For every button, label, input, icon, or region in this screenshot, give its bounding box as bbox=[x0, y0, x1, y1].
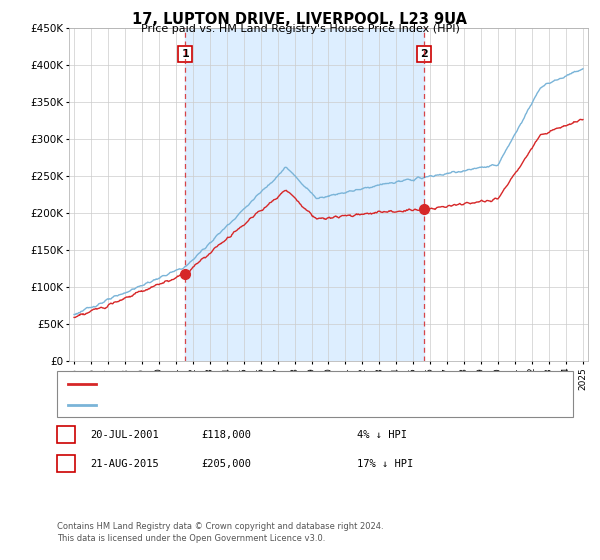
Text: 17, LUPTON DRIVE, LIVERPOOL, L23 9UA: 17, LUPTON DRIVE, LIVERPOOL, L23 9UA bbox=[133, 12, 467, 27]
Bar bbox=[185, 28, 424, 361]
Text: Price paid vs. HM Land Registry's House Price Index (HPI): Price paid vs. HM Land Registry's House … bbox=[140, 24, 460, 34]
Text: 17% ↓ HPI: 17% ↓ HPI bbox=[357, 459, 413, 469]
Text: 21-AUG-2015: 21-AUG-2015 bbox=[90, 459, 159, 469]
Text: £118,000: £118,000 bbox=[201, 430, 251, 440]
Text: 17, LUPTON DRIVE, LIVERPOOL, L23 9UA (detached house): 17, LUPTON DRIVE, LIVERPOOL, L23 9UA (de… bbox=[102, 379, 433, 389]
Text: 1: 1 bbox=[62, 430, 70, 440]
Text: This data is licensed under the Open Government Licence v3.0.: This data is licensed under the Open Gov… bbox=[57, 534, 325, 543]
Text: HPI: Average price, detached house, Sefton: HPI: Average price, detached house, Seft… bbox=[102, 400, 365, 410]
Text: 4% ↓ HPI: 4% ↓ HPI bbox=[357, 430, 407, 440]
Text: 1: 1 bbox=[181, 49, 189, 59]
Text: 2: 2 bbox=[62, 459, 70, 469]
Text: 20-JUL-2001: 20-JUL-2001 bbox=[90, 430, 159, 440]
Text: Contains HM Land Registry data © Crown copyright and database right 2024.: Contains HM Land Registry data © Crown c… bbox=[57, 522, 383, 531]
Text: 2: 2 bbox=[420, 49, 428, 59]
Text: £205,000: £205,000 bbox=[201, 459, 251, 469]
